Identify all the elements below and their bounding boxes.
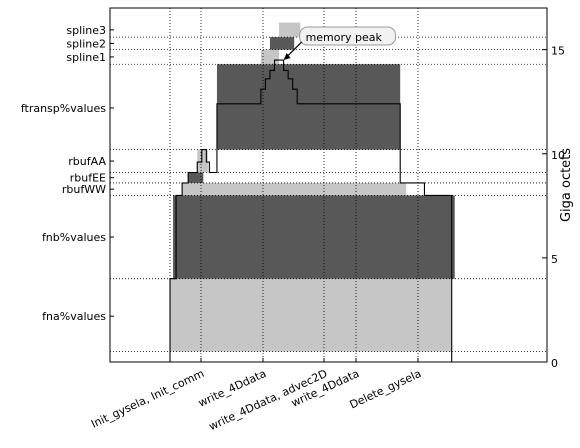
y-tick-label: 0 — [551, 357, 558, 370]
array-block-rbufaa-0 — [197, 149, 208, 173]
array-label-rbufee: rbufEE — [70, 172, 106, 185]
y-tick-label: 5 — [551, 253, 558, 266]
annotation-box — [299, 26, 397, 46]
array-label-spline1: spline1 — [66, 51, 106, 64]
y-tick-label: 15 — [551, 45, 565, 58]
array-label-spline2: spline2 — [66, 37, 106, 50]
array-block-rbufee-0 — [188, 172, 204, 183]
array-block-ftransp-values-0 — [216, 64, 401, 150]
array-block-spline2-0 — [269, 37, 295, 50]
memory-outline-line — [110, 59, 482, 363]
array-block-spline1-0 — [260, 49, 280, 65]
plot-area — [110, 8, 547, 363]
array-label-spline3: spline3 — [66, 24, 106, 37]
x-tick-label: Init_gysela, Init_comm — [89, 367, 206, 431]
array-block-fnb-values-0 — [173, 195, 455, 279]
array-label-fna-values: fna%values — [42, 310, 106, 323]
array-block-spline3-0 — [279, 22, 301, 38]
array-label-rbufww: rbufWW — [62, 183, 106, 196]
annotation-label: memory peak — [306, 31, 383, 44]
array-block-rbufww-0 — [182, 182, 407, 196]
array-label-fnb-values: fnb%values — [42, 231, 106, 244]
y-tick-label: 10 — [551, 149, 565, 162]
x-tick-label: Delete_gysela — [348, 367, 424, 412]
array-block-fna-values-0 — [170, 278, 452, 352]
plot-frame — [109, 7, 548, 363]
array-label-rbufaa: rbufAA — [68, 155, 106, 168]
annotation-arrowhead — [283, 53, 291, 61]
y-axis-title: Giga octets — [559, 148, 574, 222]
array-label-ftransp-values: ftransp%values — [21, 102, 106, 115]
